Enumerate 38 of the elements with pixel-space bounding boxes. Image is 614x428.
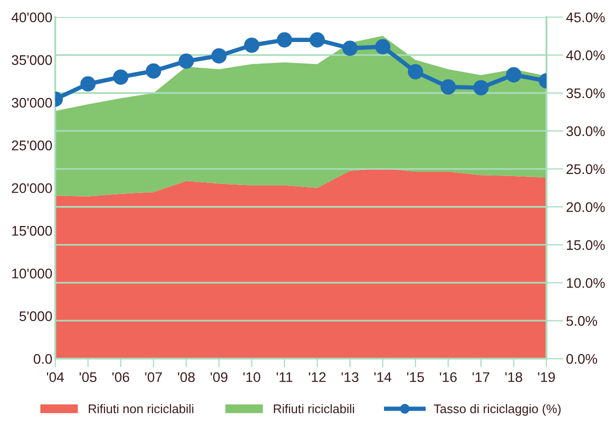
y2-tick-label: 15.0%: [566, 240, 605, 250]
y2-tick-label: 0.0%: [566, 354, 598, 364]
y-tick-label: 10'000: [12, 268, 52, 278]
x-tick-label: '17: [472, 372, 490, 382]
y-tick-label: 30'000: [12, 98, 52, 108]
y-tick-label: 35'000: [12, 55, 52, 65]
y-tick-label: 0.0: [34, 354, 52, 364]
x-tick-label: '19: [538, 372, 555, 382]
x-tick-label: '07: [145, 372, 162, 382]
x-tick-label: '15: [407, 372, 424, 382]
x-tick-label: '09: [210, 372, 228, 382]
y2-tick-label: 30.0%: [566, 126, 605, 136]
y2-tick-label: 20.0%: [566, 202, 605, 212]
x-tick-label: '11: [276, 372, 292, 382]
y2-tick-label: 45.0%: [566, 12, 605, 22]
x-tick-label: '08: [178, 372, 195, 382]
x-tick-label: '14: [374, 372, 392, 382]
legend-label: Rifiuti non riciclabili: [88, 404, 194, 414]
y-tick-label: 20'000: [12, 183, 52, 194]
x-tick-label: '10: [243, 372, 260, 382]
y2-tick-label: 35.0%: [566, 88, 605, 98]
y-tick-label: 15'000: [12, 226, 52, 236]
legend-label: Tasso di riciclaggio (%): [434, 404, 561, 416]
y-tick-label: 5'000: [19, 311, 52, 322]
x-tick-label: '04: [46, 372, 64, 382]
y2-tick-label: 40.0%: [566, 50, 605, 60]
y-tick-label: 25'000: [12, 140, 52, 150]
legend-label: Rifiuti riciclabili: [274, 404, 354, 414]
y-tick-label: 40'000: [12, 12, 52, 22]
x-tick-label: '16: [440, 372, 457, 382]
x-tick-label: '13: [342, 372, 358, 382]
y2-tick-label: 25.0%: [566, 164, 605, 174]
x-tick-label: '18: [505, 372, 522, 382]
x-tick-label: '06: [112, 372, 130, 382]
y2-tick-label: 5.0%: [566, 316, 598, 326]
x-tick-label: '05: [80, 372, 96, 382]
y2-tick-label: 10.0%: [566, 278, 605, 288]
x-tick-label: '12: [308, 372, 326, 382]
